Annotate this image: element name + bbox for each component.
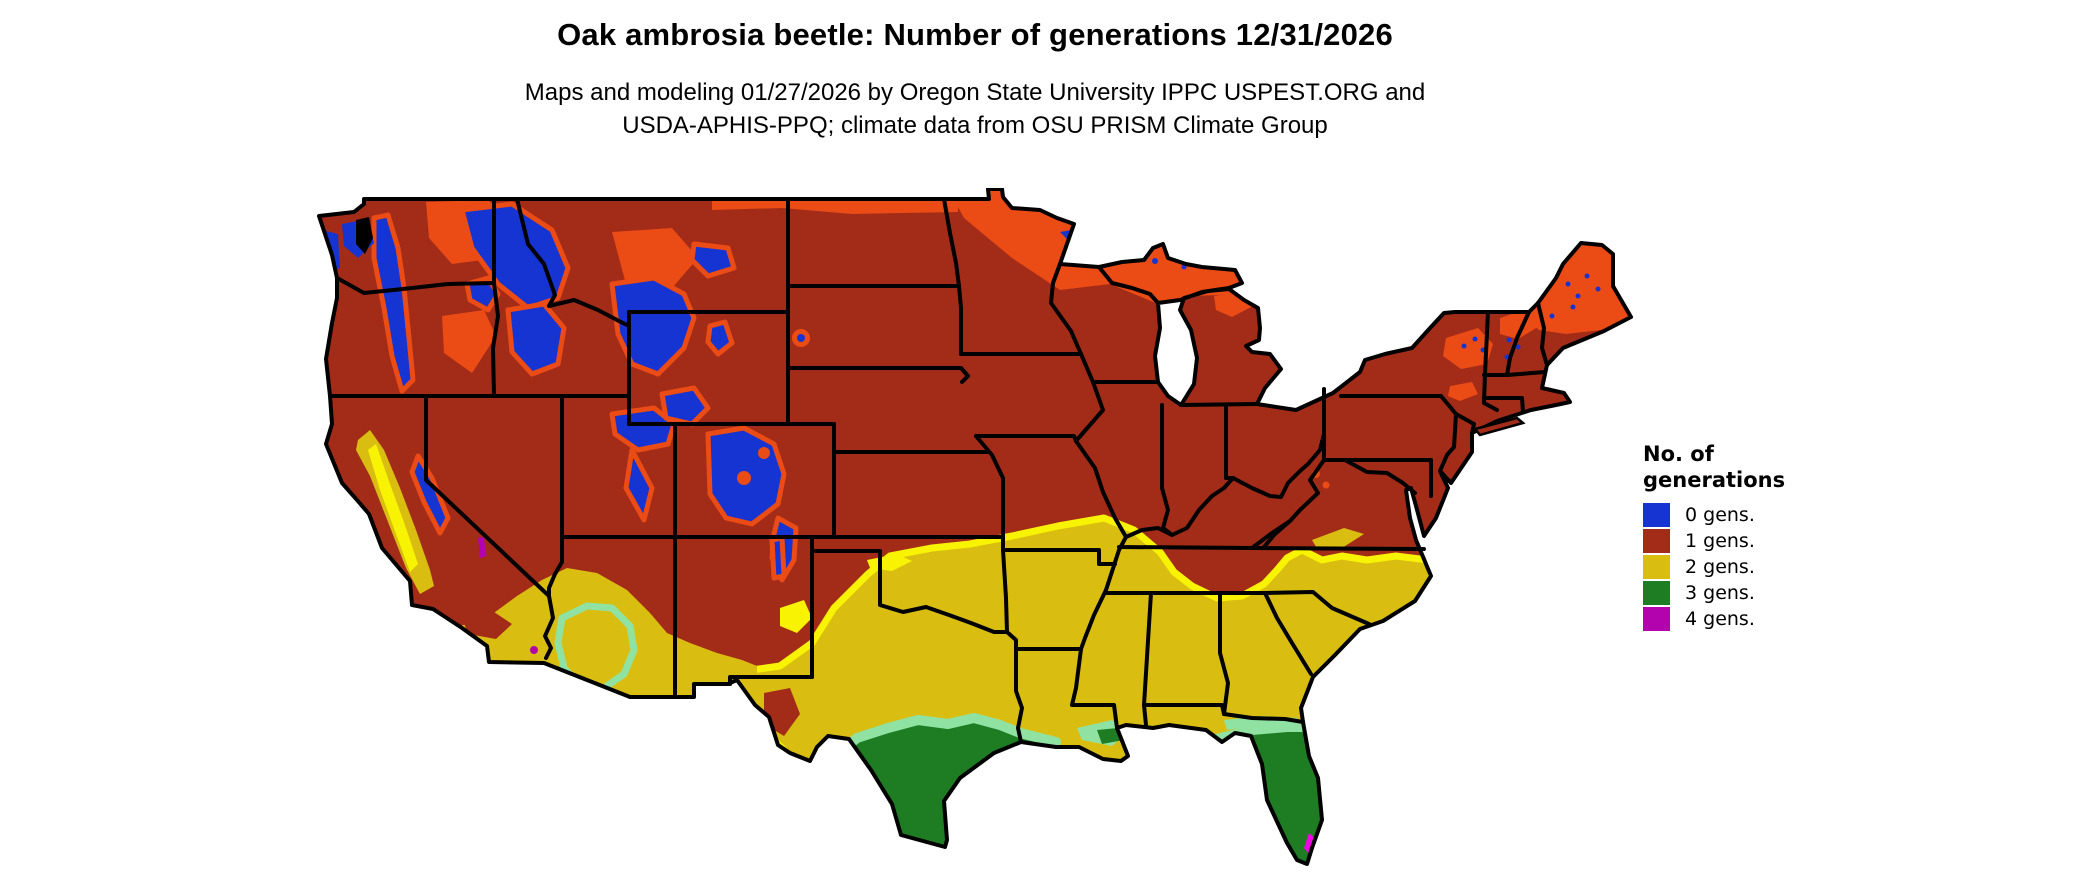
legend-items: 0 gens. 1 gens. 2 gens. 3 gens. 4 gens.: [1643, 502, 1785, 632]
long-island: [1472, 416, 1526, 437]
legend-swatch-2-gens: [1643, 555, 1670, 579]
legend-row-4-gens: 4 gens.: [1643, 606, 1785, 632]
page-subtitle: Maps and modeling 01/27/2026 by Oregon S…: [310, 76, 1640, 142]
map-orange-inner-spots: [737, 447, 770, 485]
subtitle-line-2: USDA-APHIS-PPQ; climate data from OSU PR…: [622, 112, 1328, 139]
legend-title: No. of generations: [1643, 441, 1785, 493]
legend-swatch-4-gens: [1643, 607, 1670, 631]
legend-swatch-0-gens: [1643, 503, 1670, 527]
legend-label-4-gens: 4 gens.: [1685, 608, 1755, 630]
map-legend: No. of generations 0 gens. 1 gens. 2 gen…: [1643, 441, 1785, 632]
legend-row-2-gens: 2 gens.: [1643, 554, 1785, 580]
state-boundaries: [328, 197, 1549, 744]
legend-swatch-3-gens: [1643, 581, 1670, 605]
legend-label-0-gens: 0 gens.: [1685, 504, 1755, 526]
title-block: Oak ambrosia beetle: Number of generatio…: [310, 16, 1640, 142]
subtitle-line-1: Maps and modeling 01/27/2026 by Oregon S…: [524, 79, 1426, 106]
legend-row-1-gens: 1 gens.: [1643, 528, 1785, 554]
page-title: Oak ambrosia beetle: Number of generatio…: [557, 17, 1393, 52]
legend-title-line-1: No. of: [1643, 442, 1714, 466]
legend-label-3-gens: 3 gens.: [1685, 582, 1755, 604]
us-outline: [317, 188, 1633, 866]
legend-label-1-gens: 1 gens.: [1685, 530, 1755, 552]
puget-sound: [356, 217, 373, 254]
legend-row-3-gens: 3 gens.: [1643, 580, 1785, 606]
legend-title-line-2: generations: [1643, 468, 1786, 492]
legend-label-2-gens: 2 gens.: [1685, 556, 1755, 578]
legend-row-0-gens: 0 gens.: [1643, 502, 1785, 528]
legend-swatch-1-gens: [1643, 529, 1670, 553]
us-generations-map: [317, 188, 1633, 866]
